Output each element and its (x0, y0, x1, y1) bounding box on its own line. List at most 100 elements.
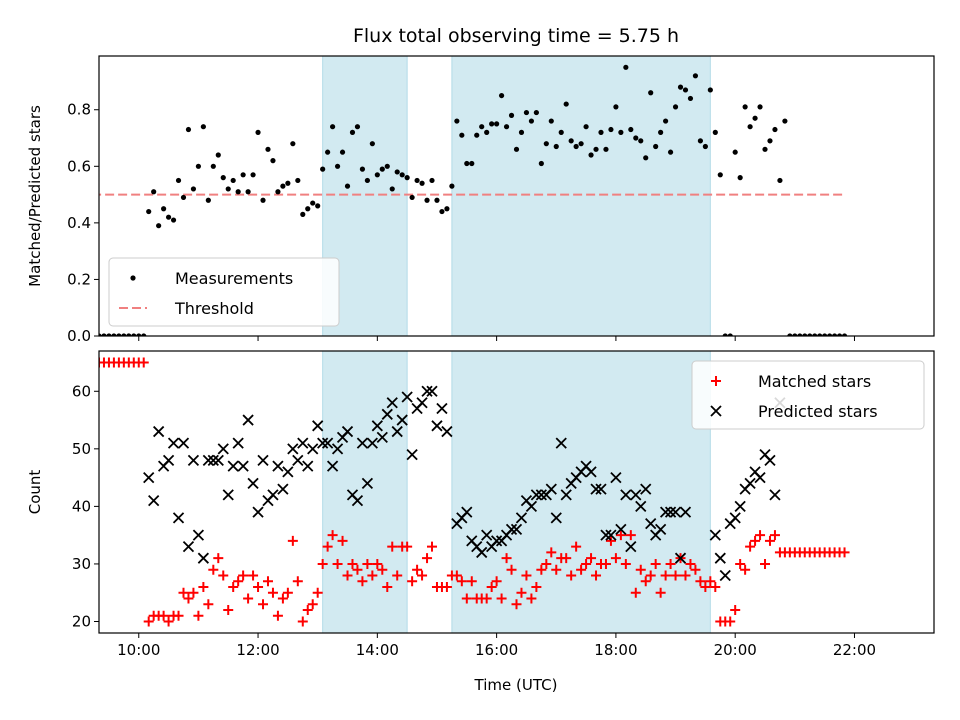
point-bottom-0-38 (262, 576, 273, 587)
point-bottom-0-69 (417, 570, 428, 581)
point-top-0-16 (156, 223, 162, 229)
point-bottom-1-108 (709, 529, 721, 541)
point-top-0-75 (449, 183, 455, 189)
point-bottom-0-88 (511, 599, 522, 610)
point-bottom-0-99 (566, 570, 577, 581)
point-top-0-79 (469, 160, 475, 167)
point-bottom-1-93 (610, 471, 622, 484)
point-top-0-96 (553, 143, 559, 150)
point-bottom-0-58 (362, 558, 373, 569)
point-bottom-1-35 (317, 437, 329, 449)
point-bottom-0-47 (307, 599, 318, 610)
point-top-0-25 (200, 124, 206, 130)
point-top-0-107 (608, 126, 614, 133)
point-bottom-1-45 (366, 437, 378, 449)
point-bottom-1-27 (277, 483, 289, 495)
bottom-x-axis-label: Time (UTC) (474, 676, 558, 694)
point-bottom-1-16 (222, 489, 234, 501)
point-bottom-1-99 (640, 483, 652, 495)
point-bottom-0-60 (372, 558, 383, 569)
point-bottom-0-104 (591, 570, 602, 581)
point-bottom-0-107 (605, 535, 616, 546)
point-bottom-1-22 (252, 506, 264, 518)
point-bottom-0-131 (725, 616, 736, 627)
point-top-0-37 (260, 197, 266, 203)
point-top-0-71 (429, 177, 435, 184)
point-top-0-131 (727, 333, 733, 336)
point-bottom-1-103 (659, 506, 672, 518)
point-top-0-29 (220, 175, 226, 181)
point-bottom-1-88 (585, 466, 597, 478)
point-top-0-30 (225, 186, 231, 192)
point-top-0-121 (677, 84, 684, 90)
point-bottom-0-46 (302, 604, 313, 615)
point-bottom-0-30 (223, 604, 234, 615)
point-bottom-1-115 (744, 477, 756, 490)
point-top-0-70 (424, 197, 430, 203)
point-bottom-1-55 (416, 397, 428, 409)
point-top-0-117 (658, 129, 664, 135)
point-bottom-1-117 (754, 471, 766, 484)
point-bottom-1-76 (525, 500, 538, 513)
point-bottom-1-90 (595, 483, 607, 495)
point-bottom-0-103 (586, 553, 597, 564)
point-top-0-62 (384, 163, 390, 169)
point-bottom-0-109 (615, 530, 626, 541)
point-top-0-152 (831, 333, 838, 336)
point-bottom-0-124 (690, 564, 701, 575)
point-bottom-1-80 (545, 483, 557, 495)
point-bottom-0-66 (402, 541, 413, 552)
point-top-0-126 (702, 143, 708, 150)
point-top-0-61 (379, 166, 385, 172)
point-top-0-78 (464, 160, 470, 167)
point-bottom-0-63 (387, 541, 398, 552)
point-bottom-1-11 (197, 552, 210, 564)
point-top-0-101 (578, 141, 584, 147)
point-top-0-59 (369, 141, 375, 147)
point-bottom-1-31 (297, 437, 309, 449)
point-bottom-1-91 (600, 529, 612, 541)
point-top-0-56 (354, 124, 361, 130)
bottom-ytick-label-4: 60 (72, 382, 91, 400)
point-bottom-0-77 (456, 576, 467, 587)
point-bottom-1-47 (376, 431, 388, 443)
point-bottom-0-59 (367, 570, 378, 581)
point-top-0-36 (255, 129, 261, 135)
point-bottom-0-96 (551, 564, 562, 575)
point-top-0-95 (548, 118, 554, 124)
point-bottom-0-44 (292, 576, 303, 587)
point-top-0-73 (439, 208, 445, 215)
point-bottom-1-109 (714, 552, 726, 564)
point-top-0-149 (817, 333, 823, 336)
point-bottom-1-78 (535, 489, 547, 501)
bottom-legend-marker-1 (710, 405, 722, 417)
point-top-0-23 (190, 186, 197, 192)
point-top-0-38 (265, 146, 271, 152)
bottom-ytick-label-1: 30 (72, 555, 91, 573)
point-bottom-0-20 (173, 610, 184, 621)
bottom-axes-frame (98, 350, 935, 634)
point-top-0-133 (737, 175, 743, 181)
point-bottom-0-34 (243, 593, 254, 604)
point-top-0-89 (518, 129, 525, 135)
point-top-0-32 (235, 189, 241, 195)
top-legend-label-0: Measurements (175, 269, 293, 288)
point-top-0-42 (285, 180, 291, 186)
top-y-axis-label: Matched/Predicted stars (26, 105, 44, 287)
point-bottom-0-49 (317, 558, 328, 569)
point-bottom-0-100 (571, 541, 582, 552)
point-bottom-0-42 (282, 587, 293, 598)
point-top-0-4 (99, 333, 102, 336)
bottom-xtick-label-3: 16:00 (475, 641, 518, 659)
point-top-0-85 (498, 92, 505, 99)
top-legend-label-1: Threshold (174, 299, 254, 318)
point-top-0-125 (697, 138, 703, 144)
point-top-0-134 (742, 104, 748, 110)
series-measurements (99, 64, 848, 336)
point-bottom-1-29 (287, 443, 299, 455)
point-bottom-1-21 (247, 477, 259, 490)
point-top-0-115 (648, 90, 654, 96)
point-bottom-1-10 (192, 529, 205, 541)
point-top-0-27 (210, 163, 216, 169)
